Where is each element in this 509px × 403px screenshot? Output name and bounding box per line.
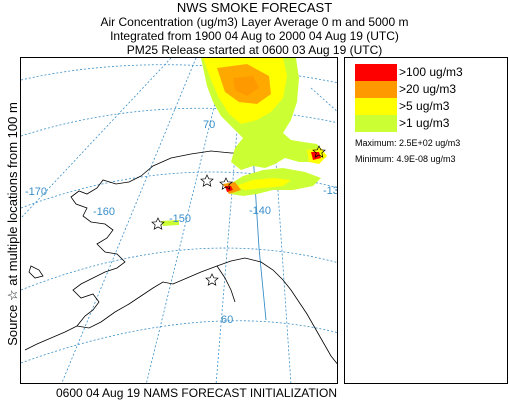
star-icon <box>200 174 214 187</box>
integration-period: Integrated from 1900 04 Aug to 2000 04 A… <box>110 29 399 43</box>
minimum-value: Minimum: 4.9E-08 ug/m3 <box>355 154 456 164</box>
legend-item-5: >5 ug/m3 <box>355 98 500 115</box>
legend-item-20: >20 ug/m3 <box>355 81 500 98</box>
coastline <box>24 150 337 365</box>
legend-panel: >100 ug/m3 >20 ug/m3 >5 ug/m3 >1 ug/m3 M… <box>344 57 508 384</box>
latitude-line-70 <box>21 107 337 137</box>
legend-swatch <box>355 115 397 132</box>
lon-label-130: -130 <box>323 185 338 197</box>
maximum-value: Maximum: 2.5E+02 ug/m3 <box>355 138 461 148</box>
legend-item-100: >100 ug/m3 <box>355 64 500 81</box>
lon-label-170: -170 <box>25 186 47 198</box>
lon-label-150: -150 <box>169 213 191 225</box>
lat-label-60: 60 <box>221 314 233 326</box>
map-canvas: -170 -160 -150 -140 -130 70 60 <box>21 58 338 383</box>
lat-label-70: 70 <box>203 119 215 131</box>
legend-swatch <box>355 98 397 115</box>
legend-swatch <box>355 81 397 98</box>
source-height-label: Source ☆ at multiple locations from 100 … <box>5 102 20 346</box>
forecast-title: NWS SMOKE FORECAST <box>176 0 333 15</box>
lon-label-160: -160 <box>93 206 115 218</box>
release-info: PM25 Release started at 0600 03 Aug 19 (… <box>126 43 383 57</box>
forecast-initialization: 0600 04 Aug 19 NAMS FORECAST INITIALIZAT… <box>56 386 337 400</box>
legend-item-1: >1 ug/m3 <box>355 115 500 132</box>
legend-swatch <box>355 64 397 81</box>
legend-label: >1 ug/m3 <box>399 116 450 130</box>
source-markers <box>151 145 326 286</box>
longitude-lines <box>21 58 337 383</box>
smoke-map: -170 -160 -150 -140 -130 70 60 <box>20 57 338 384</box>
smoke-plume-west <box>161 220 179 226</box>
star-icon <box>205 273 219 286</box>
latitude-line-60 <box>21 247 337 291</box>
star-icon <box>151 217 165 230</box>
legend-label: >100 ug/m3 <box>399 65 463 79</box>
smoke-plume-south <box>223 168 321 196</box>
star-icon <box>219 177 233 190</box>
star-icon <box>312 145 326 158</box>
legend-label: >20 ug/m3 <box>399 82 457 96</box>
concentration-subtitle: Air Concentration (ug/m3) Layer Average … <box>100 15 409 29</box>
smoke-plume-north <box>201 58 321 170</box>
lon-label-140: -140 <box>249 205 271 217</box>
legend-label: >5 ug/m3 <box>399 99 450 113</box>
